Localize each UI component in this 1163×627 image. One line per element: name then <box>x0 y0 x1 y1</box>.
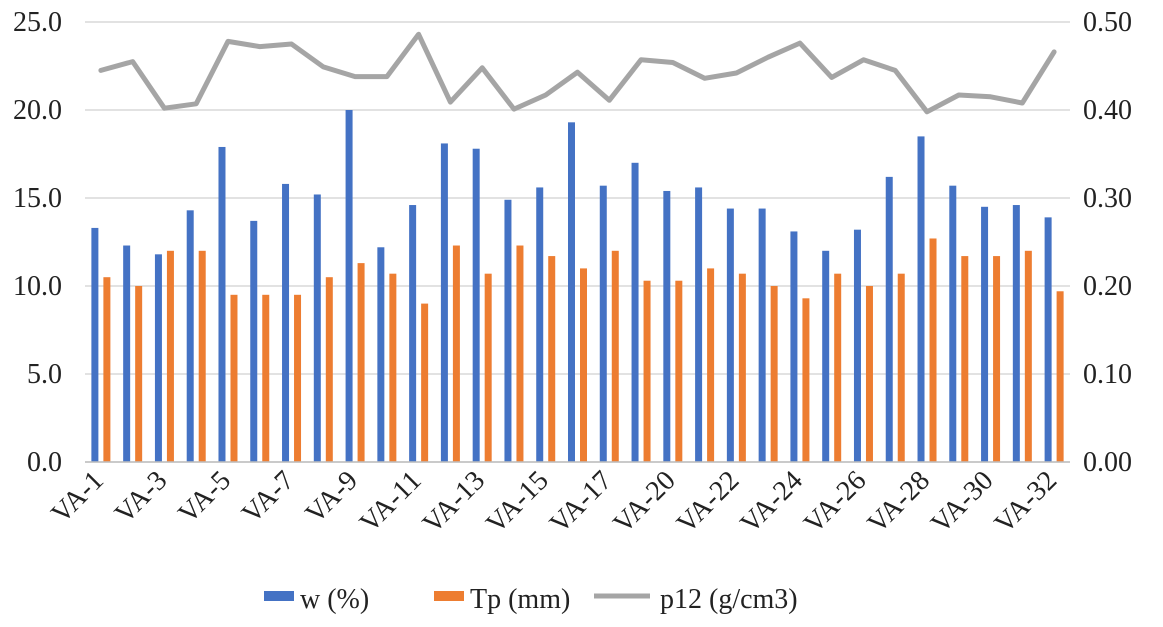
legend-label: p12 (g/cm3) <box>660 584 798 615</box>
bar-tp <box>516 245 524 462</box>
bar-w <box>949 185 957 462</box>
bar-w <box>1012 205 1020 463</box>
bar-tp <box>135 286 143 462</box>
legend-swatch-tp <box>434 591 464 601</box>
bar-series <box>91 110 1064 463</box>
y-left-tick-label: 25.0 <box>13 7 62 38</box>
y-right-tick-label: 0.20 <box>1083 271 1132 302</box>
bar-w <box>981 206 989 462</box>
bar-w <box>313 194 321 463</box>
y-left-tick-label: 20.0 <box>13 95 62 126</box>
bar-w <box>536 187 544 462</box>
bar-w <box>917 136 925 462</box>
bar-tp <box>643 280 651 462</box>
x-tick-label: VA-26 <box>798 465 872 539</box>
x-tick-label: VA-15 <box>480 465 554 539</box>
x-tick-label: VA-30 <box>925 465 999 539</box>
bar-tp <box>389 273 397 462</box>
bar-w <box>568 122 575 462</box>
bar-tp <box>834 273 842 462</box>
line-series <box>98 31 1057 115</box>
y-left-tick-label: 15.0 <box>13 183 62 214</box>
bar-w <box>377 247 385 462</box>
x-tick-label: VA-22 <box>671 465 745 539</box>
bar-w <box>758 208 766 462</box>
bar-w <box>726 208 734 462</box>
bar-tp <box>738 273 746 462</box>
line-p12 <box>98 31 1057 115</box>
x-tick-label: VA-13 <box>417 465 491 539</box>
x-tick-label: VA-28 <box>862 465 936 539</box>
x-tick-label: VA-5 <box>172 465 236 529</box>
bar-tp <box>357 263 365 462</box>
x-tick-label: VA-24 <box>735 465 809 539</box>
y-right-tick-label: 0.10 <box>1083 359 1132 390</box>
bar-tp <box>325 277 333 462</box>
bar-tp <box>262 294 270 462</box>
y-left-tick-label: 10.0 <box>13 271 62 302</box>
bar-w <box>123 245 131 462</box>
bar-tp <box>707 268 715 462</box>
bar-w <box>885 176 893 462</box>
bar-w <box>695 187 703 462</box>
bar-tp <box>166 250 174 462</box>
y-left-tick-label: 0.0 <box>27 447 62 478</box>
bar-tp <box>897 273 905 462</box>
bar-tp <box>675 280 683 462</box>
x-tick-label: VA-17 <box>544 465 618 539</box>
bar-tp <box>484 273 492 462</box>
bar-w <box>822 250 830 462</box>
bar-w <box>282 183 290 463</box>
bar-tp <box>294 294 302 462</box>
bar-tp <box>993 256 1001 462</box>
x-tick-label: VA-9 <box>300 465 364 529</box>
bar-tp <box>1024 250 1032 462</box>
y-right-tick-label: 0.40 <box>1083 95 1132 126</box>
bar-tp <box>611 250 619 462</box>
bar-tp <box>103 277 111 462</box>
bar-tp <box>1056 291 1064 462</box>
bar-w <box>853 229 861 462</box>
x-tick-label: VA-11 <box>354 465 428 539</box>
x-tick-label: VA-32 <box>989 465 1063 539</box>
bar-tp <box>580 268 587 462</box>
bar-w <box>250 220 258 462</box>
bar-w <box>663 190 671 462</box>
bar-w <box>409 205 417 463</box>
bar-w <box>1044 217 1052 462</box>
legend-label: w (%) <box>300 584 369 615</box>
bar-tp <box>770 286 778 462</box>
bar-w <box>790 231 798 462</box>
bar-w <box>504 199 512 462</box>
bar-w <box>599 185 607 462</box>
x-tick-label: VA-20 <box>607 465 681 539</box>
y-left-tick-label: 5.0 <box>27 359 62 390</box>
y-right-tick-label: 0.50 <box>1083 7 1132 38</box>
y-right-tick-label: 0.00 <box>1083 447 1132 478</box>
bar-tp <box>802 298 810 462</box>
legend: w (%) Tp (mm) p12 (g/cm3) <box>264 584 798 615</box>
bar-w <box>440 143 448 462</box>
bar-w <box>218 146 226 462</box>
bar-tp <box>230 294 238 462</box>
bar-tp <box>961 256 969 462</box>
bar-tp <box>865 286 873 462</box>
x-tick-label: VA-3 <box>109 465 173 529</box>
bar-w <box>345 110 353 462</box>
bar-w <box>154 254 162 462</box>
legend-label: Tp (mm) <box>470 584 570 615</box>
bar-w <box>91 227 99 462</box>
bar-w <box>472 148 480 462</box>
bar-tp <box>421 303 429 462</box>
bar-w <box>631 162 639 463</box>
legend-swatch-w <box>264 591 294 601</box>
bar-w <box>186 210 194 462</box>
bar-tp <box>452 245 460 462</box>
bar-tp <box>548 256 556 462</box>
x-tick-label: VA-7 <box>236 465 300 529</box>
y-right-tick-label: 0.30 <box>1083 183 1132 214</box>
bar-tp <box>929 238 937 462</box>
bar-tp <box>198 250 206 462</box>
